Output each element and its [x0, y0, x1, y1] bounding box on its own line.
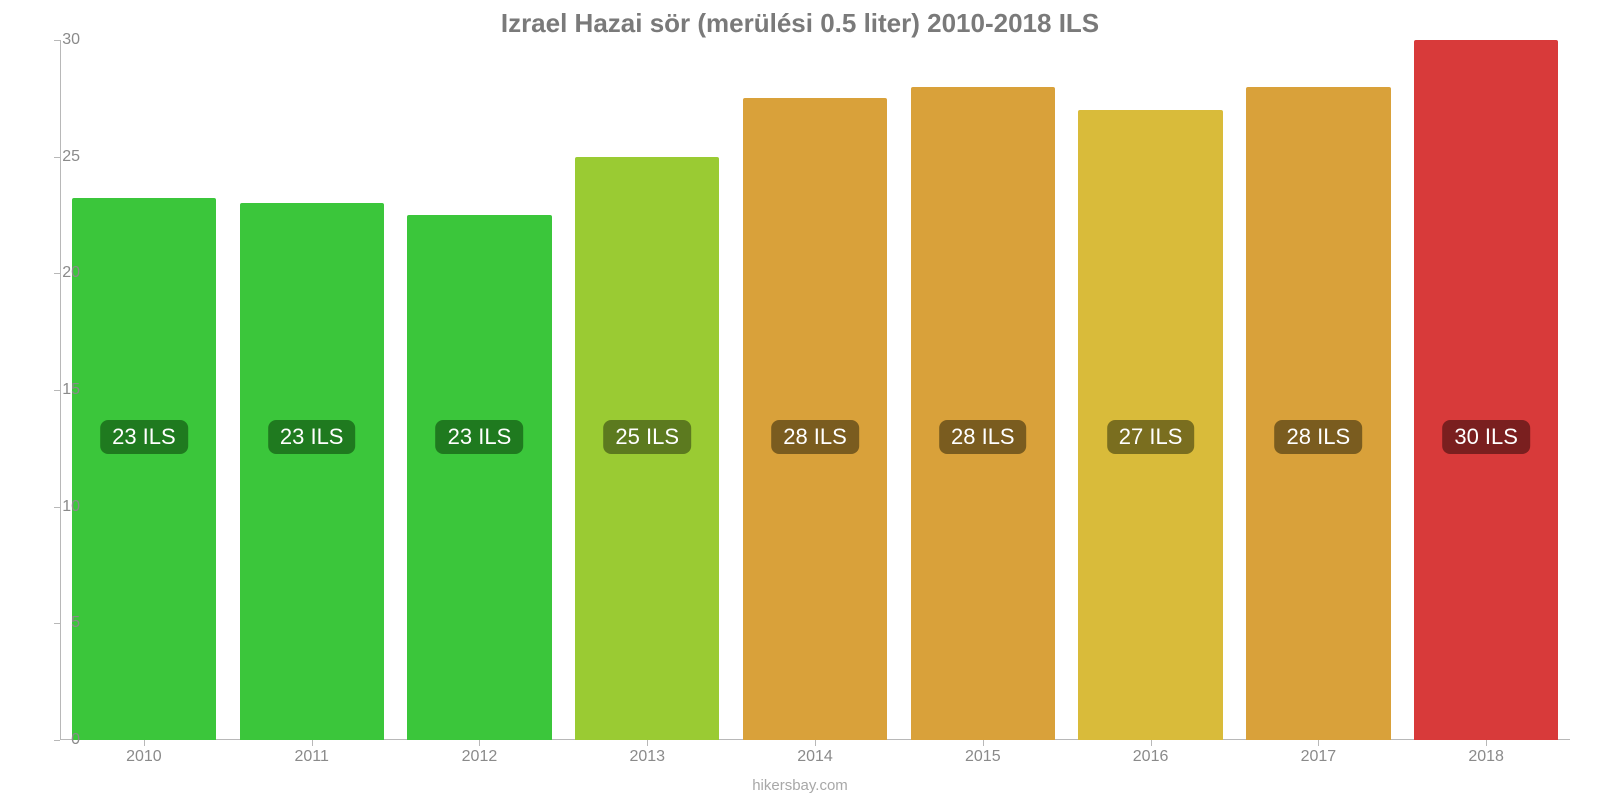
bar: 28 ILS	[1246, 87, 1390, 740]
x-tick-label: 2016	[1133, 748, 1169, 766]
y-tick-label: 30	[40, 31, 80, 49]
bar: 23 ILS	[240, 203, 384, 740]
bar-value-label: 23 ILS	[100, 420, 188, 454]
x-tick	[479, 740, 480, 746]
x-tick	[1151, 740, 1152, 746]
bar: 23 ILS	[72, 198, 216, 741]
bar-value-label: 23 ILS	[436, 420, 524, 454]
x-tick-label: 2017	[1301, 748, 1337, 766]
bar-value-label: 23 ILS	[268, 420, 356, 454]
bar-slot: 23 ILS2011	[228, 40, 396, 740]
x-tick-label: 2014	[797, 748, 833, 766]
y-tick-label: 10	[40, 498, 80, 516]
x-tick-label: 2018	[1468, 748, 1504, 766]
x-tick	[312, 740, 313, 746]
bar-value-label: 28 ILS	[1275, 420, 1363, 454]
bar: 28 ILS	[743, 98, 887, 740]
attribution-text: hikersbay.com	[0, 777, 1600, 794]
bar-value-label: 28 ILS	[939, 420, 1027, 454]
bar-slot: 25 ILS2013	[563, 40, 731, 740]
x-tick	[1318, 740, 1319, 746]
bar-slot: 28 ILS2017	[1234, 40, 1402, 740]
x-tick	[983, 740, 984, 746]
x-tick-label: 2013	[629, 748, 665, 766]
bar-value-label: 25 ILS	[603, 420, 691, 454]
bar-value-label: 28 ILS	[771, 420, 859, 454]
bar: 23 ILS	[407, 215, 551, 740]
bar-slot: 23 ILS2012	[396, 40, 564, 740]
bar: 25 ILS	[575, 157, 719, 740]
chart-title: Izrael Hazai sör (merülési 0.5 liter) 20…	[0, 8, 1600, 39]
bars-group: 23 ILS201023 ILS201123 ILS201225 ILS2013…	[60, 40, 1570, 740]
y-tick-label: 0	[40, 731, 80, 749]
y-tick-label: 15	[40, 381, 80, 399]
x-tick	[647, 740, 648, 746]
bar-slot: 27 ILS2016	[1067, 40, 1235, 740]
y-tick-label: 25	[40, 148, 80, 166]
plot-area: 23 ILS201023 ILS201123 ILS201225 ILS2013…	[60, 40, 1570, 740]
bar-slot: 28 ILS2014	[731, 40, 899, 740]
x-tick	[144, 740, 145, 746]
x-tick-label: 2012	[462, 748, 498, 766]
bar: 30 ILS	[1414, 40, 1558, 740]
bar-slot: 23 ILS2010	[60, 40, 228, 740]
bar: 28 ILS	[911, 87, 1055, 740]
bar-value-label: 27 ILS	[1107, 420, 1195, 454]
x-tick-label: 2011	[294, 748, 328, 766]
x-tick	[815, 740, 816, 746]
x-tick	[1486, 740, 1487, 746]
x-tick-label: 2010	[126, 748, 162, 766]
y-tick-label: 20	[40, 264, 80, 282]
bar: 27 ILS	[1078, 110, 1222, 740]
x-tick-label: 2015	[965, 748, 1001, 766]
chart-container: Izrael Hazai sör (merülési 0.5 liter) 20…	[0, 0, 1600, 800]
bar-slot: 28 ILS2015	[899, 40, 1067, 740]
bar-slot: 30 ILS2018	[1402, 40, 1570, 740]
y-tick-label: 5	[40, 614, 80, 632]
bar-value-label: 30 ILS	[1442, 420, 1530, 454]
